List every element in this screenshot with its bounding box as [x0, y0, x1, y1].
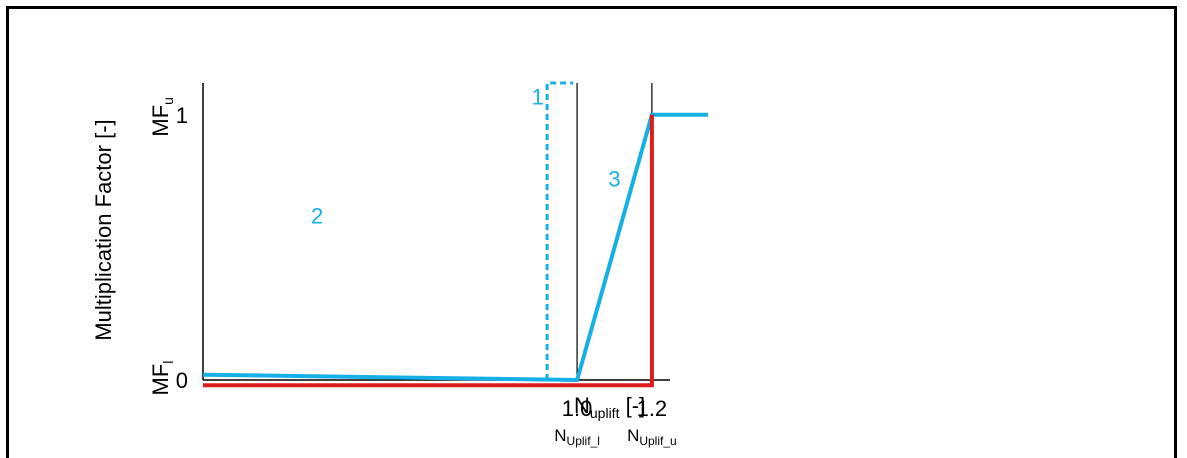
y-axis-title: Multiplication Factor [-]: [91, 119, 116, 340]
region-label-1: 1: [532, 84, 544, 109]
y-tick-label-1: 0: [176, 368, 188, 393]
y-tick-label-2: 1: [176, 103, 188, 128]
y-tick-symbol-2: MFu: [148, 97, 176, 137]
series-line-2: [545, 81, 574, 380]
x-tick-label-1: 1.0: [562, 396, 593, 421]
series-line-1: [202, 112, 708, 383]
x-tick-symbol-2: NUplif_u: [627, 426, 677, 448]
x-tick-label-2: 1.2: [637, 396, 668, 421]
x-axis-title: Nuplift [-]: [574, 393, 645, 421]
region-label-3: 3: [608, 166, 620, 191]
y-tick-symbol-1: MFl: [148, 361, 176, 396]
series-line-3: [203, 114, 654, 388]
x-tick-symbol-1: NUplif_l: [554, 426, 600, 448]
figure-frame: [6, 6, 1177, 458]
region-label-2: 2: [311, 204, 323, 229]
